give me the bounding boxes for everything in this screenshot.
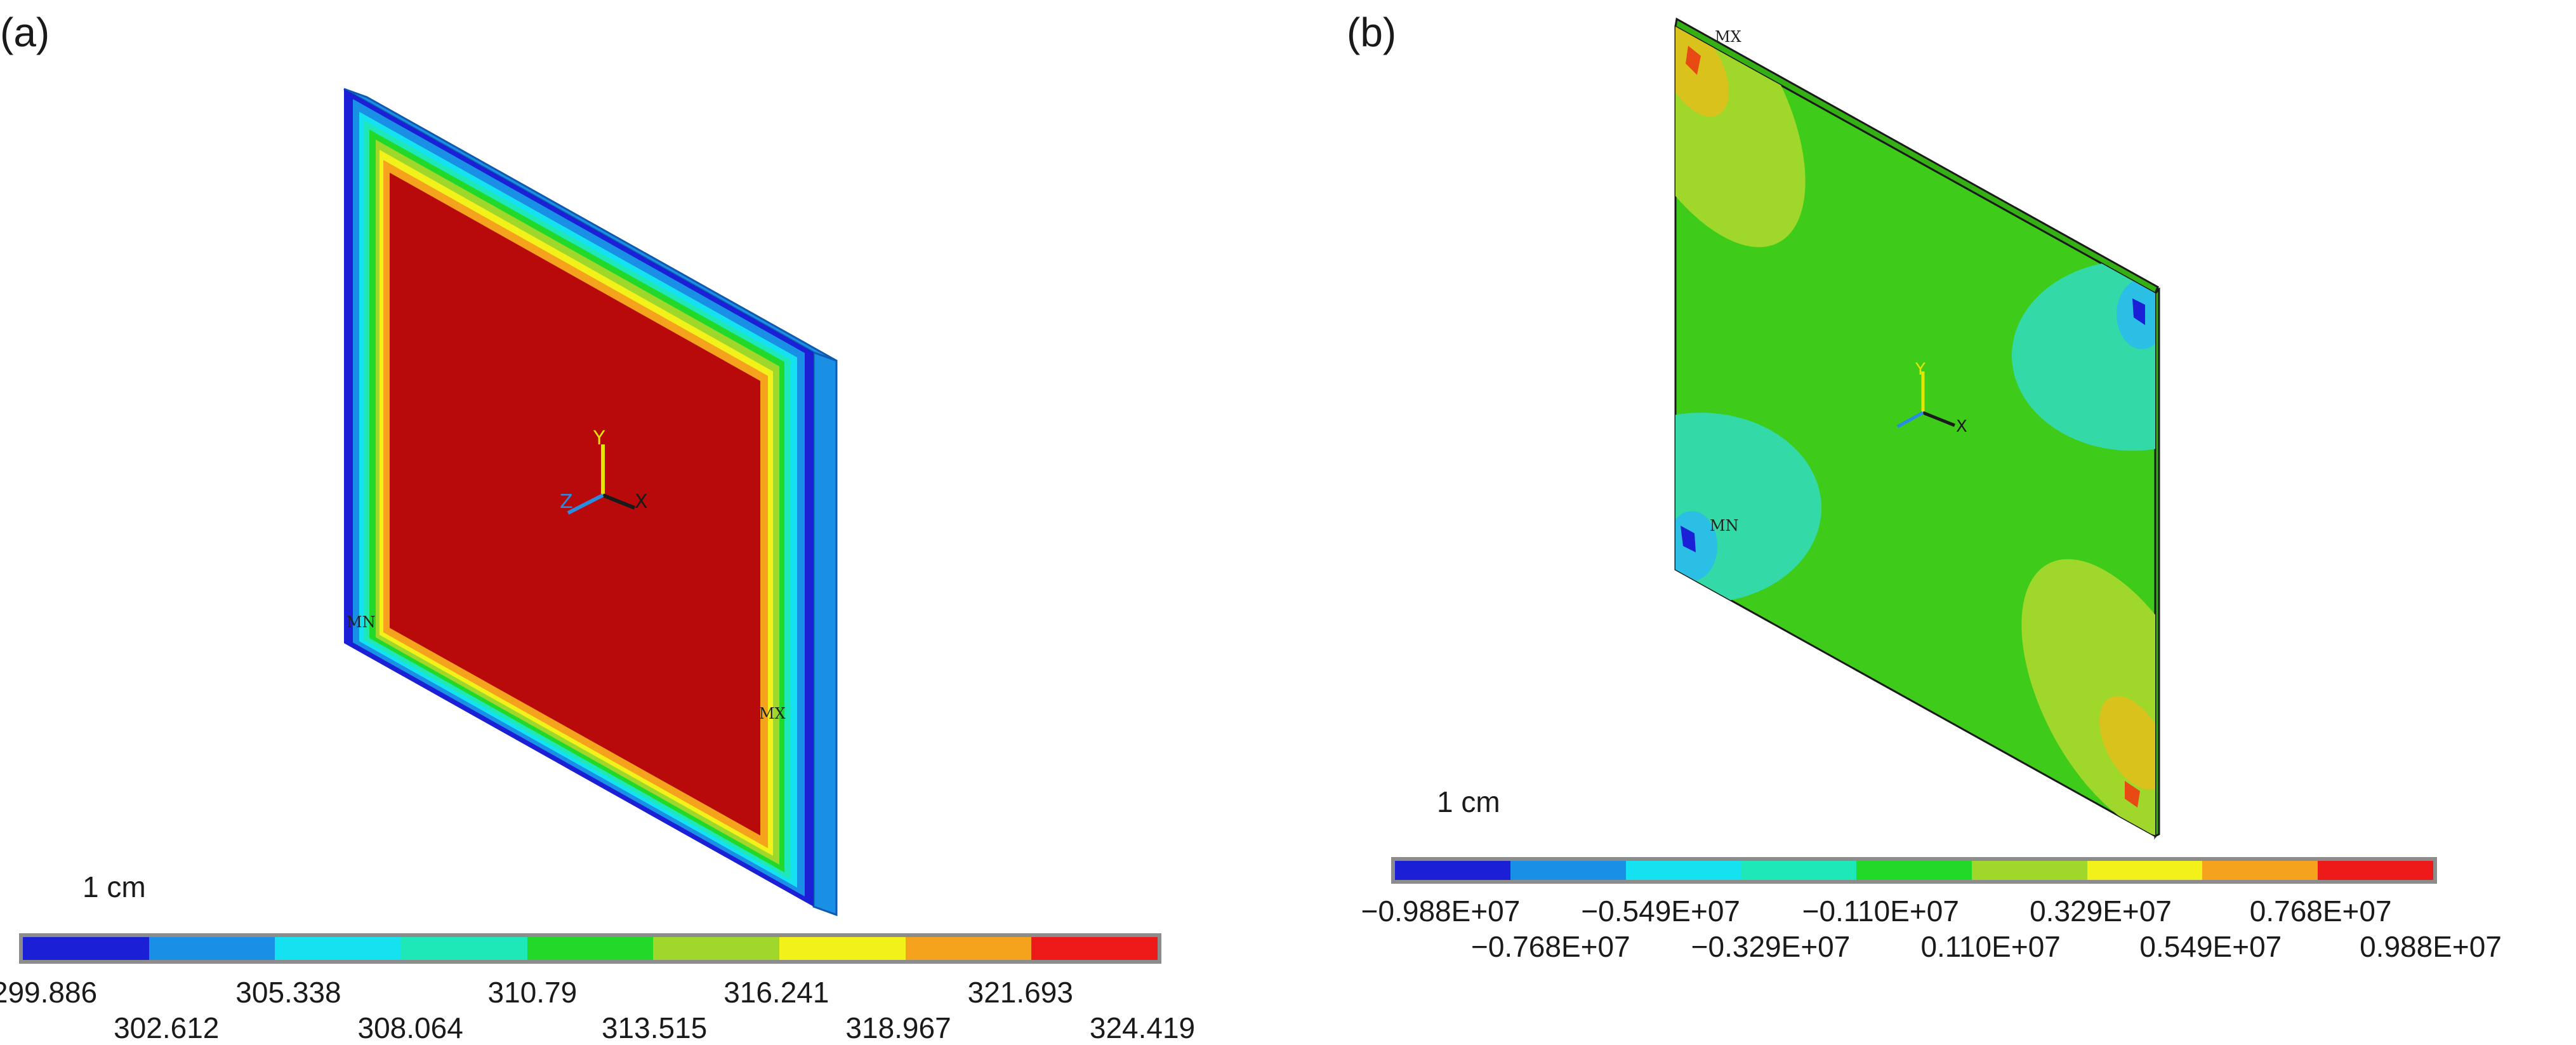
panel-a-label: (a) <box>0 10 50 55</box>
legend-value-7: 316.241 <box>723 976 829 1009</box>
legend-swatch-2 <box>149 937 275 960</box>
legend-swatch-1 <box>23 937 149 960</box>
legend-value-6: 0.110E+07 <box>1920 930 2061 963</box>
plate-b-cool-region-bl <box>1675 413 1821 603</box>
axis-y-label-b: Y <box>1915 360 1925 379</box>
legend-swatch-9 <box>2318 861 2434 880</box>
legend-value-8: 0.549E+07 <box>2139 930 2282 963</box>
legend-value-9: 321.693 <box>967 976 1073 1009</box>
legend-swatch-7 <box>779 937 906 960</box>
legend-bar-a <box>19 933 1161 964</box>
axis-x-line <box>602 493 636 510</box>
axis-x-label-b: X <box>1956 417 1967 436</box>
legend-value-8: 318.967 <box>845 1011 951 1044</box>
plate-b-warm-br-inner <box>2099 696 2155 790</box>
legend-swatch-4 <box>401 937 527 960</box>
legend-swatch-3 <box>275 937 402 960</box>
axis-y-label: Y <box>593 427 605 449</box>
panel-a-plate-plot: Y X Z <box>343 88 838 917</box>
legend-value-2: −0.768E+07 <box>1470 930 1630 963</box>
scale-label-a: 1 cm <box>83 870 146 903</box>
plate-a-core <box>390 173 760 835</box>
legend-value-4: 308.064 <box>357 1011 463 1044</box>
legend-swatch-2 <box>1510 861 1626 880</box>
plate-b-warm-tl-core <box>1686 46 1701 75</box>
legend-value-6: 313.515 <box>601 1011 708 1044</box>
legend-value-5: 310.79 <box>487 976 578 1009</box>
legend-value-9: 0.768E+07 <box>2249 895 2392 928</box>
plate-a-top-face <box>343 88 837 362</box>
axis-x-line-b <box>1922 411 1955 427</box>
legend-value-1: −0.988E+07 <box>1361 895 1521 928</box>
panel-b: (b) <box>1288 0 2576 1042</box>
plate-b-cool-tr-core <box>2132 298 2145 325</box>
legend-value-10: 0.988E+07 <box>2360 930 2502 963</box>
plate-b-warm-br-core <box>2125 781 2140 808</box>
legend-value-7: 0.329E+07 <box>2030 895 2172 928</box>
legend-swatch-8 <box>2202 861 2318 880</box>
axis-x-label: X <box>635 491 648 513</box>
legend-swatch-4 <box>1741 861 1857 880</box>
min-marker-b: MN <box>1710 517 1739 535</box>
legend-value-4: −0.329E+07 <box>1691 930 1851 963</box>
axis-z-line <box>567 493 604 515</box>
legend-swatch-9 <box>1031 937 1158 960</box>
axis-triad-b <box>1896 371 1955 429</box>
legend-swatch-1 <box>1395 861 1510 880</box>
legend-swatch-6 <box>653 937 780 960</box>
axis-z-label: Z <box>560 491 573 513</box>
legend-swatch-7 <box>2087 861 2203 880</box>
legend-swatch-5 <box>527 937 654 960</box>
legend-bar-b <box>1391 857 2437 884</box>
axis-z-line-b <box>1896 411 1924 429</box>
panel-b-label: (b) <box>1347 10 1397 55</box>
panel-b-plate-plot: Y X <box>1674 17 2160 840</box>
axis-triad-a <box>567 444 636 515</box>
legend-swatch-8 <box>905 937 1032 960</box>
legend-value-2: 302.612 <box>114 1011 220 1044</box>
legend-value-3: 305.338 <box>235 976 341 1009</box>
max-marker-b: MX <box>1715 28 1741 46</box>
legend-value-3: −0.549E+07 <box>1581 895 1740 928</box>
min-marker: MN <box>347 613 376 631</box>
panel-a: (a) Y X Z MN MX 1 cm 299.886 302.612 305.3… <box>0 0 1288 1044</box>
plate-b-cool-region-tr <box>2012 260 2155 451</box>
legend-swatch-3 <box>1625 861 1741 880</box>
legend-value-10: 324.419 <box>1089 1011 1196 1044</box>
legend-value-1: 299.886 <box>0 976 98 1009</box>
legend-swatch-6 <box>1971 861 2087 880</box>
scale-label-b: 1 cm <box>1437 785 1500 818</box>
plate-b-cool-bl-core <box>1681 526 1696 552</box>
legend-swatch-5 <box>1856 861 1972 880</box>
legend-value-5: −0.110E+07 <box>1802 895 1959 928</box>
plate-a-side-face <box>812 350 838 917</box>
max-marker: MX <box>759 705 786 722</box>
